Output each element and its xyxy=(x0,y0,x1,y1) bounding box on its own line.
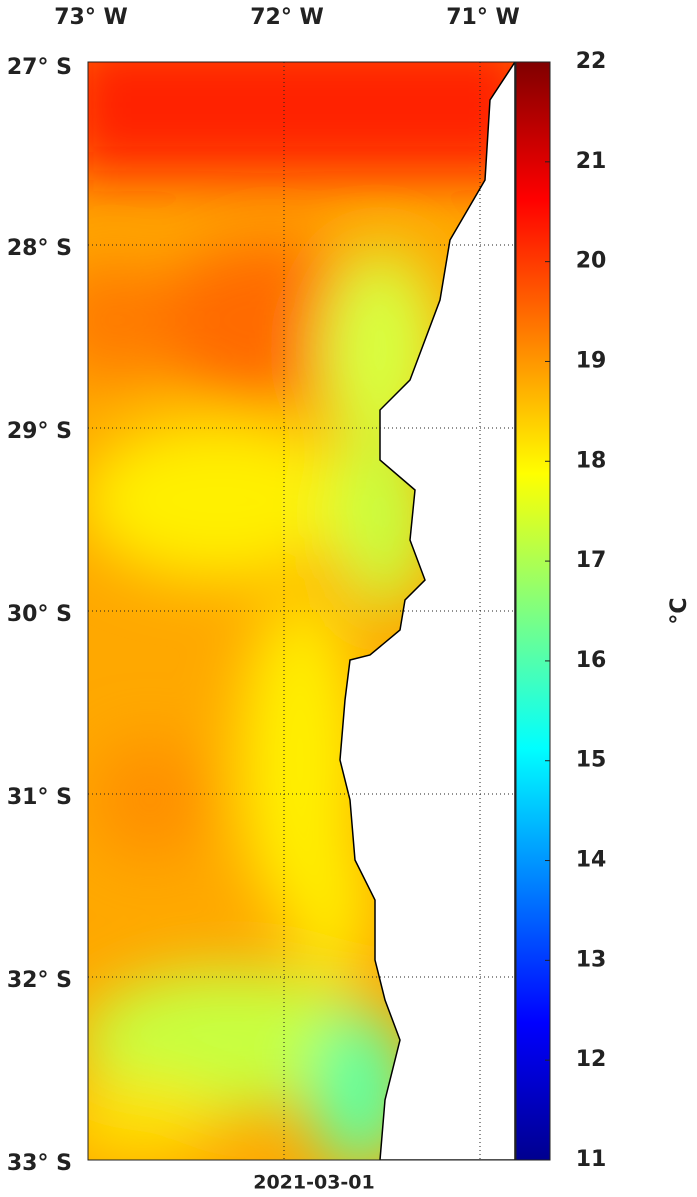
colorbar-tick-label: 22 xyxy=(576,49,607,74)
lat-label: 33° S xyxy=(7,1151,72,1176)
lat-label: 29° S xyxy=(7,419,72,444)
lat-label: 32° S xyxy=(7,968,72,993)
lat-label: 28° S xyxy=(7,236,72,261)
sst-field xyxy=(88,62,515,1160)
colorbar-tick-label: 12 xyxy=(576,1047,607,1072)
colorbar-tick-label: 19 xyxy=(576,348,607,373)
lat-label: 31° S xyxy=(7,785,72,810)
colorbar-tick-label: 14 xyxy=(576,848,607,873)
lat-label: 27° S xyxy=(7,55,72,80)
lat-label: 30° S xyxy=(7,602,72,627)
lon-label: 72° W xyxy=(250,5,324,30)
colorbar xyxy=(515,61,551,1161)
colorbar-tick-label: 21 xyxy=(576,149,607,174)
colorbar-tick-label: 17 xyxy=(576,548,607,573)
land xyxy=(339,62,515,1160)
colorbar-tick-label: 20 xyxy=(576,249,607,274)
colorbar-tick-label: 11 xyxy=(576,1147,607,1172)
colorbar-tick-label: 15 xyxy=(576,748,607,773)
lon-label: 71° W xyxy=(446,5,520,30)
colorbar-tick-label: 16 xyxy=(576,648,607,673)
lon-label: 73° W xyxy=(54,5,128,30)
colorbar-tick-label: 13 xyxy=(576,947,607,972)
date: 2021-03-01 xyxy=(253,1172,375,1194)
colorbar-unit: °C xyxy=(667,597,692,624)
colorbar-tick-label: 18 xyxy=(576,448,607,473)
